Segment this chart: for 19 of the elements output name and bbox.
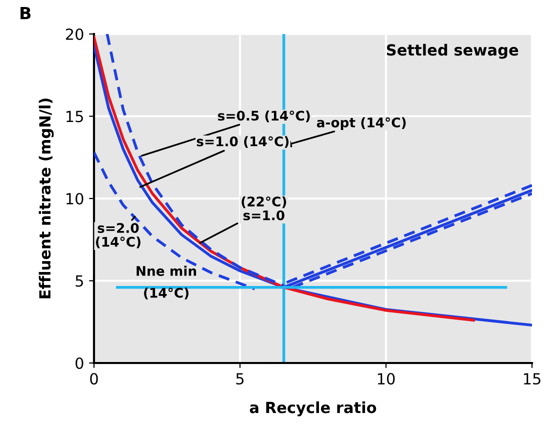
annotation: a-opt (14°C): [316, 117, 406, 130]
y-axis-title: Effluent nitrate (mgN/l): [38, 98, 54, 298]
annotation: Nne min (14°C): [136, 266, 196, 300]
x-tick-label: 0: [90, 372, 98, 385]
annotation: Settled sewage: [386, 44, 518, 59]
y-tick-label: 15: [66, 110, 83, 122]
annotation: s=2.0 (14°C): [96, 223, 140, 248]
x-tick-label: 5: [236, 373, 244, 385]
x-axis-title: a Recycle ratio: [250, 401, 376, 416]
x-tick-label: 10: [378, 372, 395, 385]
annotation: s=1.0 (14°C): [196, 136, 289, 148]
annotation: s=0.5 (14°C): [218, 110, 310, 122]
y-tick-label: 10: [66, 192, 84, 205]
text: B: [20, 6, 31, 20]
y-tick-label: 20: [66, 28, 84, 40]
x-tick-label: 15: [524, 373, 540, 385]
annotation: (22°C) s=1.0: [242, 196, 286, 220]
y-tick-label: 0: [76, 357, 84, 370]
y-tick-label: 5: [76, 275, 83, 287]
